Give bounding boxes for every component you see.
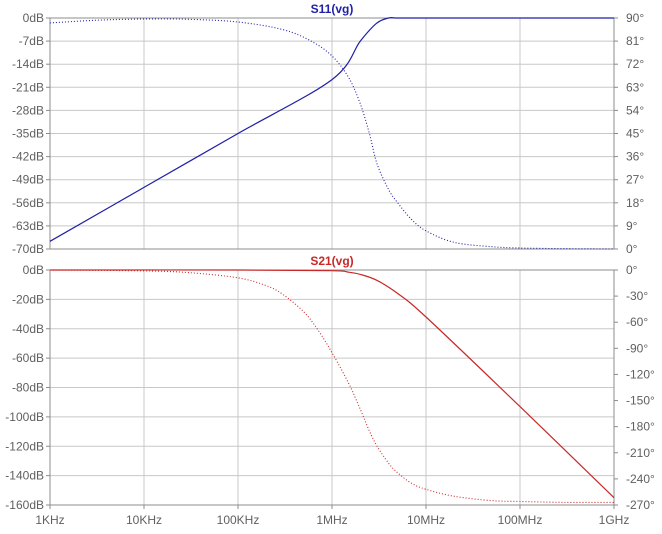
s11-pane: 0dB -7dB -14dB -21dB -28dB -35dB -42dB -49dB -56…: [12, 2, 644, 256]
right-tick-label: -270°: [626, 498, 655, 512]
pane-frame: [49, 17, 615, 250]
s11-magnitude-line: [49, 18, 615, 250]
right-tick-label: 90°: [626, 11, 644, 25]
right-tick-label: 72°: [626, 57, 644, 71]
x-tick-label: 100KHz: [217, 513, 260, 527]
right-tick-label: 0°: [626, 242, 638, 256]
left-tick-label: -21dB: [12, 80, 44, 94]
right-tick-label: -90°: [626, 341, 648, 355]
left-tick-label: -49dB: [12, 173, 44, 187]
s11-phase-line: [49, 17, 614, 242]
right-tick-label: -150°: [626, 394, 655, 408]
right-tick-label: 18°: [626, 196, 644, 210]
right-tick-label: 36°: [626, 150, 644, 164]
left-tick-label: -7dB: [19, 34, 44, 48]
left-tick-label: -100dB: [5, 410, 44, 424]
right-tick-label: 0°: [626, 263, 638, 277]
s21-phase-line: [49, 269, 615, 503]
left-tick-label: -60dB: [12, 351, 44, 365]
right-tick-label: -240°: [626, 472, 655, 486]
right-tick-label: 63°: [626, 80, 644, 94]
left-tick-label: 0dB: [23, 263, 44, 277]
left-tick-label: -35dB: [12, 127, 44, 141]
right-tick-label: -120°: [626, 367, 655, 381]
x-tick-label: 1KHz: [35, 513, 64, 527]
left-tick-label: -63dB: [12, 219, 44, 233]
left-tick-label: -42dB: [12, 150, 44, 164]
x-tick-label: 1GHz: [599, 513, 630, 527]
x-tick-label: 1MHz: [316, 513, 347, 527]
left-tick-label: -120dB: [5, 439, 44, 453]
x-tick-label: 100MHz: [498, 513, 543, 527]
left-tick-label: -14dB: [12, 57, 44, 71]
left-tick-label: -70dB: [12, 242, 44, 256]
right-tick-label: 81°: [626, 34, 644, 48]
right-tick-label: 54°: [626, 103, 644, 117]
left-tick-label: -140dB: [5, 469, 44, 483]
pane-title: S21(vg): [310, 254, 353, 268]
left-tick-label: -56dB: [12, 196, 44, 210]
right-tick-label: 27°: [626, 173, 644, 187]
s21-magnitude-line: [49, 269, 615, 499]
left-tick-label: -80dB: [12, 381, 44, 395]
x-tick-label: 10MHz: [407, 513, 445, 527]
left-tick-label: -20dB: [12, 292, 44, 306]
left-tick-label: -28dB: [12, 103, 44, 117]
frequency-axis: 1KHz 10KHz 100KHz 1MHz 10MHz 100MHz 1GHz: [35, 505, 629, 527]
pane-title: S11(vg): [311, 2, 354, 16]
x-tick-label: 10KHz: [126, 513, 162, 527]
right-tick-label: -210°: [626, 446, 655, 460]
right-tick-label: -30°: [626, 289, 648, 303]
right-tick-label: -180°: [626, 420, 655, 434]
left-tick-label: 0dB: [23, 11, 44, 25]
right-tick-label: -60°: [626, 315, 648, 329]
s21-pane: 0dB -20dB -40dB -60dB -80dB -100dB -120dB -140d…: [5, 254, 655, 512]
right-tick-label: 9°: [626, 219, 638, 233]
left-tick-label: -160dB: [5, 498, 44, 512]
right-tick-label: 45°: [626, 127, 644, 141]
left-tick-label: -40dB: [12, 322, 44, 336]
